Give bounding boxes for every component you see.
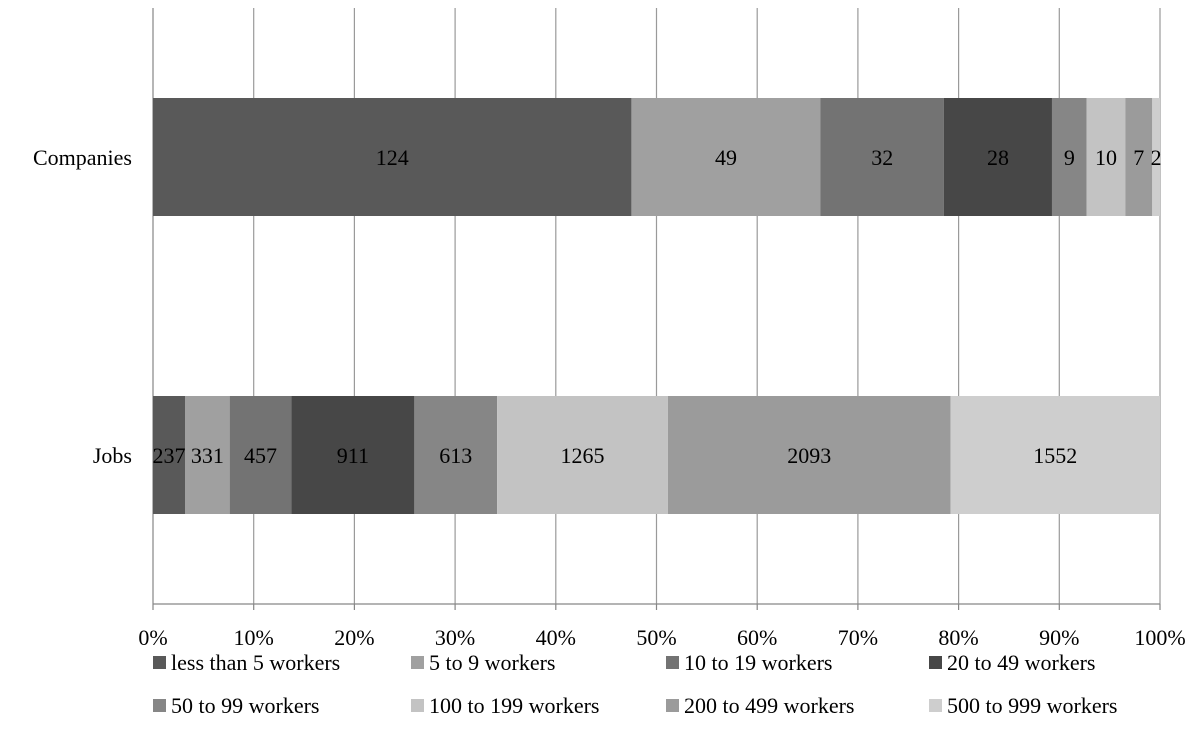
- legend-swatch: [153, 699, 166, 712]
- bar-segment: [184, 396, 230, 514]
- x-tick-label: 0%: [138, 625, 167, 650]
- legend-label: less than 5 workers: [171, 650, 340, 675]
- x-tick-label: 60%: [737, 625, 777, 650]
- x-tick-label: 10%: [234, 625, 274, 650]
- category-label: Companies: [33, 145, 132, 170]
- bar-segment: [229, 396, 292, 514]
- data-label: 613: [439, 443, 472, 468]
- bar-segment: [291, 396, 415, 514]
- x-tick-label: 90%: [1039, 625, 1079, 650]
- bar-segment: [1152, 98, 1160, 216]
- bar-segment: [1051, 98, 1087, 216]
- data-label: 7: [1133, 145, 1144, 170]
- bar-segment: [631, 98, 821, 216]
- data-label: 124: [376, 145, 409, 170]
- data-label: 32: [871, 145, 893, 170]
- legend-label: 10 to 19 workers: [684, 650, 832, 675]
- data-label: 9: [1064, 145, 1075, 170]
- bar-segment: [153, 396, 185, 514]
- x-tick-label: 30%: [435, 625, 475, 650]
- data-label: 331: [191, 443, 224, 468]
- bar-segment: [950, 396, 1160, 514]
- x-tick-label: 50%: [636, 625, 676, 650]
- x-tick-label: 40%: [536, 625, 576, 650]
- bar-segment: [153, 98, 632, 216]
- data-label: 10: [1095, 145, 1117, 170]
- legend-label: 50 to 99 workers: [171, 693, 319, 718]
- category-label: Jobs: [93, 443, 132, 468]
- x-tick-label: 100%: [1134, 625, 1185, 650]
- bar-segment: [667, 396, 951, 514]
- bar-segment: [943, 98, 1052, 216]
- legend-label: 5 to 9 workers: [429, 650, 555, 675]
- legend-swatch: [666, 699, 679, 712]
- data-label: 457: [244, 443, 277, 468]
- legend-swatch: [411, 656, 424, 669]
- data-label: 2093: [787, 443, 831, 468]
- bar-segment: [497, 396, 668, 514]
- data-label: 2: [1151, 145, 1162, 170]
- legend-swatch: [929, 656, 942, 669]
- legend-swatch: [929, 699, 942, 712]
- legend-swatch: [411, 699, 424, 712]
- bar-segment: [414, 396, 498, 514]
- bar-segment: [820, 98, 944, 216]
- data-label: 237: [152, 443, 185, 468]
- legend-label: 100 to 199 workers: [429, 693, 599, 718]
- bar-segment: [1125, 98, 1153, 216]
- bar-segment: [1086, 98, 1126, 216]
- x-tick-label: 70%: [838, 625, 878, 650]
- legend-swatch: [153, 656, 166, 669]
- legend-label: 20 to 49 workers: [947, 650, 1095, 675]
- legend-swatch: [666, 656, 679, 669]
- data-label: 911: [337, 443, 369, 468]
- data-label: 49: [715, 145, 737, 170]
- data-label: 1552: [1033, 443, 1077, 468]
- data-label: 28: [987, 145, 1009, 170]
- data-label: 1265: [561, 443, 605, 468]
- x-tick-label: 80%: [938, 625, 978, 650]
- x-tick-label: 20%: [334, 625, 374, 650]
- legend-label: 500 to 999 workers: [947, 693, 1117, 718]
- legend-label: 200 to 499 workers: [684, 693, 854, 718]
